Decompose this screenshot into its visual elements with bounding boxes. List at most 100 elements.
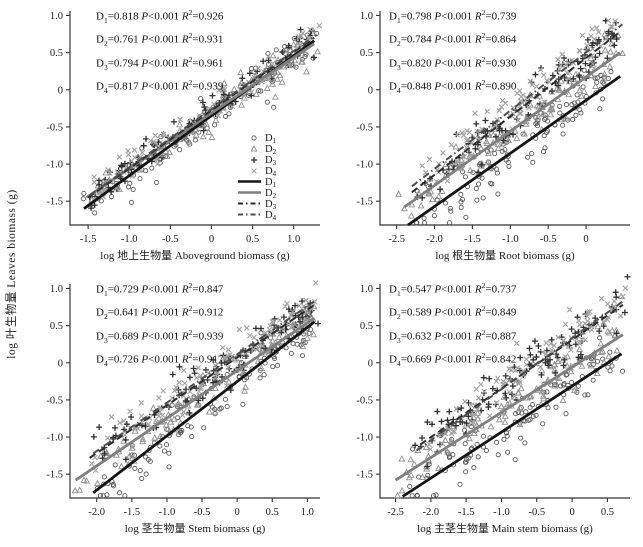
svg-text:0.5: 0.5 [50,321,63,332]
trend-lines [83,33,318,210]
svg-text:-0.5: -0.5 [46,395,63,406]
svg-text:-2.0: -2.0 [426,234,443,245]
svg-text:0: 0 [235,507,240,518]
trend-line-D2 [394,333,624,482]
svg-text:D1: D1 [265,177,277,189]
regression-stats-root: D1=0.798 P<0.001 R2=0.739 D2=0.784 P<0.00… [389,5,516,98]
svg-text:D2: D2 [265,188,277,200]
panel-root-biomass: 1.0 0.5 0 -0.5 -1.0 -1.5 -2.5 -2.0 -1.5 -1.0 -0.5 0… [332,1,642,274]
svg-text:0: 0 [569,507,574,518]
regression-stat-line: D2=0.784 P<0.001 R2=0.864 [389,31,517,49]
svg-text:D2: D2 [265,144,277,156]
trend-line-D2 [74,317,316,482]
scatter-plot-root: 1.0 0.5 0 -0.5 -1.0 -1.5 -2.5 -2.0 -1.5 -1.0 -0.5 0… [356,11,630,262]
svg-text:-0.5: -0.5 [528,507,545,518]
regression-stat-line: D4=0.726 P<0.001 R2=0.917 [96,351,224,368]
trend-line-D1 [407,75,621,227]
svg-text:-1.0: -1.0 [493,507,510,518]
svg-text:-0.5: -0.5 [540,234,557,245]
regression-stats-stem: D1=0.729 P<0.001 R2=0.847 D2=0.641 P<0.00… [96,278,223,371]
regression-stats-aboveground: D1=0.818 P<0.001 R2=0.926 D2=0.761 P<0.00… [96,5,223,98]
svg-text:0.5: 0.5 [266,507,279,518]
svg-text:D3: D3 [265,155,277,167]
svg-text:1.0: 1.0 [50,284,63,295]
svg-text:-1.5: -1.5 [46,470,63,481]
svg-text:1.0: 1.0 [50,11,63,22]
scatter-points [80,22,323,216]
scatter-points [395,17,626,226]
regression-stat-line: D2=0.589 P<0.001 R2=0.849 [389,304,517,322]
x-axis-ticks: -2.5 -2.0 -1.5 -1.0 -0.5 0 0.5 [387,498,614,518]
svg-text:0: 0 [583,234,588,245]
trend-line-D4 [411,23,624,188]
svg-text:-1.0: -1.0 [46,433,63,444]
trend-lines [74,299,317,494]
svg-text:D4: D4 [265,210,277,222]
regression-stat-line: D3=0.689 P<0.001 R2=0.939 [96,327,224,345]
x-axis-ticks: -2.5 -2.0 -1.5 -1.0 -0.5 0 [388,225,589,245]
trend-line-D3 [419,303,624,446]
regression-stat-line: D1=0.798 P<0.001 R2=0.739 [389,8,517,25]
svg-text:-1.0: -1.0 [356,433,373,444]
svg-text:-0.5: -0.5 [162,234,179,245]
x-axis-title: log 地上生物量 Aboveground biomass (g) [100,248,290,262]
svg-text:1.0: 1.0 [360,11,373,22]
svg-text:-2.5: -2.5 [387,507,404,518]
panel-aboveground-biomass: 1.0 0.5 0 -0.5 -1.0 -1.5 -1.5 -1.0 -0.5 0 0.5 1.0 lo… [22,1,332,274]
svg-text:0.5: 0.5 [360,48,373,59]
regression-stat-line: D3=0.632 P<0.001 R2=0.887 [389,327,517,345]
svg-text:1.0: 1.0 [301,507,314,518]
svg-text:-1.5: -1.5 [464,234,481,245]
regression-stat-line: D1=0.729 P<0.001 R2=0.847 [96,281,224,298]
svg-text:0: 0 [209,234,214,245]
svg-text:1.0: 1.0 [287,234,300,245]
trend-line-D1 [401,352,623,498]
y-axis-ticks: 1.0 0.5 0 -0.5 -1.0 -1.5 [46,11,70,208]
panel-stem-biomass: 1.0 0.5 0 -0.5 -1.0 -1.5 -2.0 -1.5 -1.0 -0.5 0 0.5 1… [22,274,332,547]
panel-grid: 1.0 0.5 0 -0.5 -1.0 -1.5 -1.5 -1.0 -0.5 0 0.5 1.0 lo… [22,1,642,547]
y-axis-ticks: 1.0 0.5 0 -0.5 -1.0 -1.5 [356,11,380,208]
trend-lines [394,299,625,498]
regression-stats-main-stem: D1=0.547 P<0.001 R2=0.737 D2=0.589 P<0.00… [389,278,516,371]
svg-text:-1.5: -1.5 [458,507,475,518]
svg-text:0.5: 0.5 [601,507,614,518]
scatter-series-D4 [88,280,319,474]
regression-stat-line: D4=0.817 P<0.001 R2=0.939 [96,78,224,95]
x-axis-ticks: -1.5 -1.0 -0.5 0 0.5 1.0 [80,225,300,245]
svg-text:0.5: 0.5 [360,321,373,332]
svg-text:-1.5: -1.5 [123,507,140,518]
svg-text:-1.5: -1.5 [46,197,63,208]
regression-stat-line: D3=0.794 P<0.001 R2=0.961 [96,54,224,72]
svg-text:-0.5: -0.5 [356,122,373,133]
svg-text:-1.0: -1.0 [356,160,373,171]
axes [379,11,630,226]
svg-text:0: 0 [58,358,63,369]
axes [69,11,320,226]
x-axis-title: log 主茎生物量 Main stem biomass (g) [417,521,593,535]
svg-text:-2.0: -2.0 [423,507,440,518]
y-axis-title: log 叶生物量 Leaves biomass (g) [6,188,18,359]
regression-stat-line: D4=0.848 P<0.001 R2=0.890 [389,78,517,95]
trend-line-D2 [403,51,621,209]
svg-text:1.0: 1.0 [360,284,373,295]
svg-text:-1.5: -1.5 [356,197,373,208]
trend-line-D4 [416,299,625,452]
svg-text:0: 0 [368,85,373,96]
svg-text:-1.0: -1.0 [46,160,63,171]
regression-stat-line: D3=0.820 P<0.001 R2=0.930 [389,54,517,72]
regression-stat-line: D2=0.641 P<0.001 R2=0.912 [96,304,224,322]
regression-stat-line: D2=0.761 P<0.001 R2=0.931 [96,31,224,49]
x-axis-title: log 根生物量 Root biomass (g) [435,248,575,262]
svg-text:-0.5: -0.5 [356,395,373,406]
svg-text:-0.5: -0.5 [46,122,63,133]
svg-text:0: 0 [58,85,63,96]
svg-text:-1.0: -1.0 [121,234,138,245]
svg-text:0: 0 [368,358,373,369]
scatter-plot-stem: 1.00.50-0.5-1.0-1.5-2.0 -1.5 -1.0 -0.5 0 0.5 1… [46,280,322,535]
regression-stat-line: D4=0.669 P<0.001 R2=0.842 [389,351,517,368]
svg-text:-2.5: -2.5 [388,234,405,245]
svg-text:-1.5: -1.5 [356,470,373,481]
y-axis-ticks: 1.0 0.5 0 -0.5 -1.0 -1.5 [356,284,380,481]
